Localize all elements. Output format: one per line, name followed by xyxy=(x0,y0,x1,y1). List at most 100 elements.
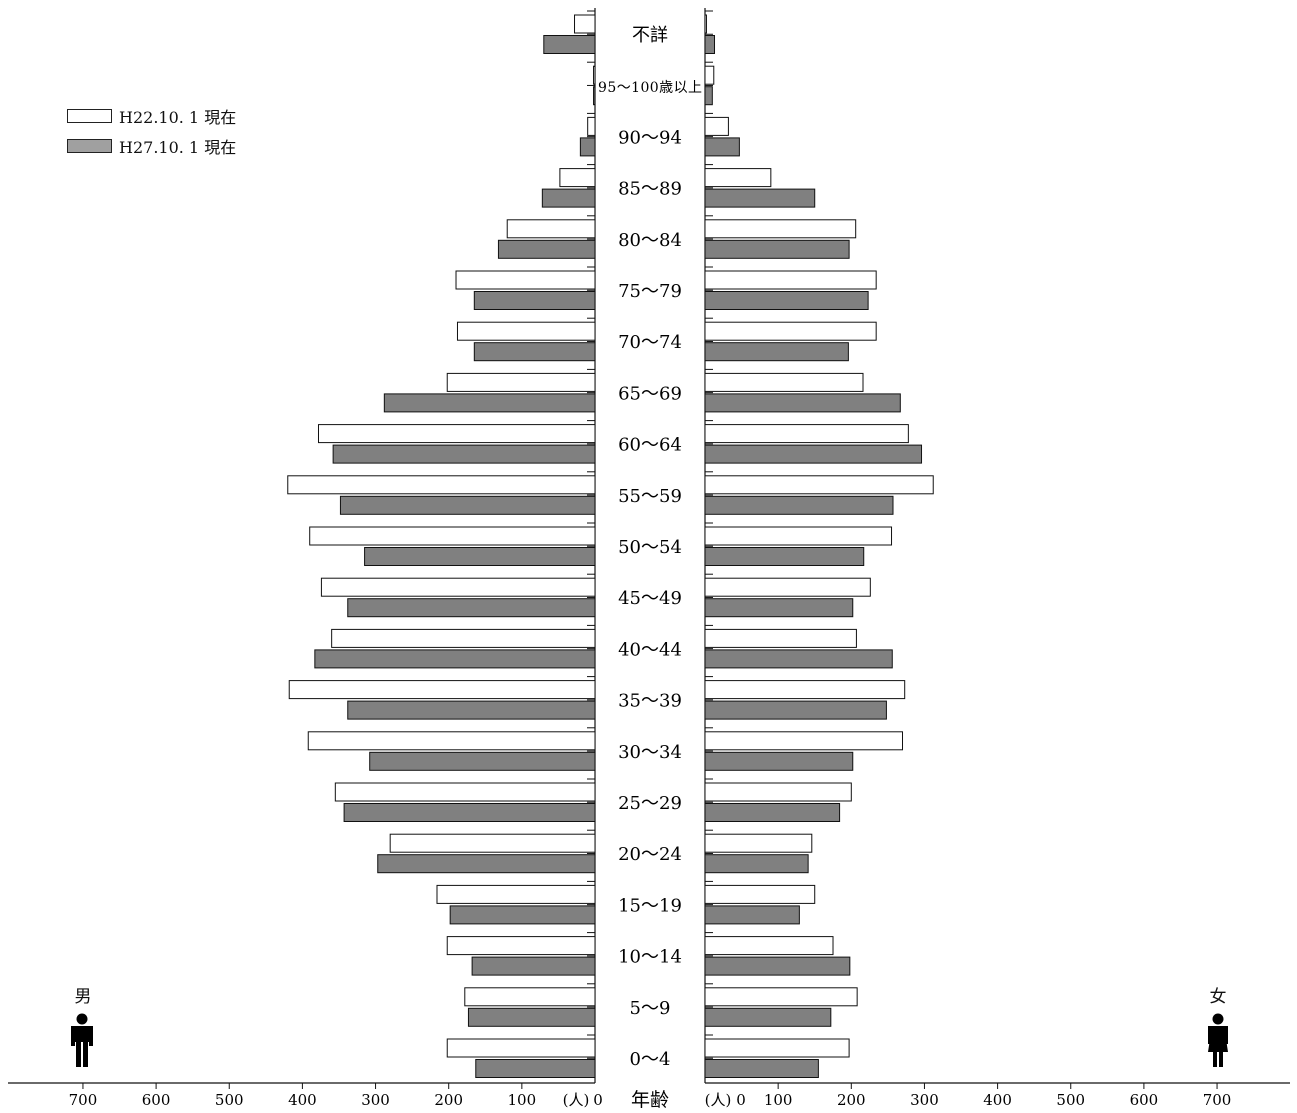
bar-female xyxy=(704,1038,850,1058)
age-group-label: 0～4 xyxy=(630,1049,671,1070)
bar-female xyxy=(704,495,894,515)
bar-male xyxy=(467,1007,596,1027)
legend-item-h27: H27.10. 1 現在 xyxy=(67,135,236,157)
bar-female xyxy=(704,291,869,310)
bar-male xyxy=(464,987,596,1007)
bar-male xyxy=(317,424,596,444)
bar-male xyxy=(347,700,596,720)
x-tick-label-right: 0 xyxy=(736,1091,746,1109)
bar-male xyxy=(364,547,596,566)
bar-female xyxy=(704,833,813,853)
x-tick-label-left: 700 xyxy=(69,1091,98,1109)
bar-female xyxy=(704,168,772,188)
bar-female xyxy=(704,598,854,618)
female-person-icon xyxy=(1208,1013,1228,1067)
bar-female xyxy=(704,116,729,136)
legend-swatch-h22 xyxy=(67,109,112,123)
unit-label-left: (人) xyxy=(563,1091,590,1109)
bar-male xyxy=(436,884,596,904)
x-tick-label-right: 500 xyxy=(1056,1091,1085,1109)
bar-male xyxy=(506,219,596,239)
age-group-label: 70～74 xyxy=(618,332,682,353)
bar-male xyxy=(449,905,596,925)
bar-female xyxy=(704,700,887,720)
bar-female xyxy=(704,270,877,290)
legend-swatch-h27 xyxy=(67,139,112,153)
bar-male xyxy=(377,854,596,874)
bar-male xyxy=(287,475,596,495)
bar-male xyxy=(475,1059,596,1078)
bar-male xyxy=(446,936,596,956)
age-axis-title: 年齢 xyxy=(631,1089,669,1111)
bar-male xyxy=(339,495,596,515)
x-tick-label-right: 600 xyxy=(1130,1091,1159,1109)
age-group-label: 55～59 xyxy=(618,486,682,507)
bar-male xyxy=(541,188,596,208)
x-tick-label-left: 100 xyxy=(508,1091,537,1109)
x-tick-label-left: 600 xyxy=(142,1091,171,1109)
bar-female xyxy=(704,803,841,822)
bar-male xyxy=(389,833,596,853)
bar-male xyxy=(587,116,596,136)
bar-male xyxy=(369,751,596,771)
bar-female xyxy=(704,239,850,259)
male-person-icon xyxy=(71,1013,93,1067)
age-group-label: 40～44 xyxy=(618,639,682,660)
age-group-label: 30～34 xyxy=(618,742,682,763)
bar-female xyxy=(704,905,800,925)
x-tick-label-left: 0 xyxy=(593,1091,603,1109)
x-tick-label-right: 200 xyxy=(837,1091,866,1109)
bar-male xyxy=(593,65,596,85)
bar-male xyxy=(574,14,596,34)
age-group-label: 85～89 xyxy=(618,179,682,200)
x-tick-label-left: 400 xyxy=(288,1091,317,1109)
age-group-label: 35～39 xyxy=(618,691,682,712)
bar-male xyxy=(331,628,596,648)
bar-male xyxy=(332,444,596,464)
bar-female xyxy=(704,987,858,1007)
bar-female xyxy=(704,219,857,239)
age-group-label: 45～49 xyxy=(618,588,682,609)
bar-male xyxy=(446,372,596,392)
bar-female xyxy=(704,731,904,751)
x-tick-label-left: 200 xyxy=(434,1091,463,1109)
x-tick-label-right: 300 xyxy=(910,1091,939,1109)
age-group-label: 65～69 xyxy=(618,383,682,404)
age-group-label: 90～94 xyxy=(618,127,682,148)
age-group-label: 15～19 xyxy=(618,895,682,916)
age-group-label: 50～54 xyxy=(618,537,682,558)
bar-female xyxy=(704,751,854,771)
bar-male xyxy=(320,577,596,597)
legend-label-h27: H27.10. 1 現在 xyxy=(119,138,237,157)
age-group-label: 60～64 xyxy=(618,435,682,456)
bar-female xyxy=(704,188,816,208)
age-group-label: 5～9 xyxy=(630,998,671,1019)
legend: H22.10. 1 現在 H27.10. 1 現在 xyxy=(67,105,236,165)
bar-male xyxy=(309,526,596,546)
bar-male xyxy=(456,321,596,341)
bar-male xyxy=(314,649,596,669)
bar-female xyxy=(704,577,871,597)
bar-male xyxy=(455,270,596,290)
bar-male xyxy=(473,342,596,362)
bar-female xyxy=(704,956,851,976)
bar-female xyxy=(704,342,849,362)
legend-label-h22: H22.10. 1 現在 xyxy=(119,108,237,127)
bar-female xyxy=(704,14,707,34)
bar-female xyxy=(704,86,713,106)
bar-female xyxy=(704,137,740,157)
male-label: 男 xyxy=(74,987,92,1007)
bar-male xyxy=(334,782,596,802)
bar-female xyxy=(704,393,901,413)
bar-female xyxy=(704,321,877,341)
bar-male xyxy=(543,35,596,54)
bar-female xyxy=(704,424,909,444)
x-tick-label-right: 400 xyxy=(983,1091,1012,1109)
age-group-label: 10～14 xyxy=(618,947,682,968)
bar-female xyxy=(704,475,934,495)
bar-male xyxy=(347,598,596,618)
age-group-label: 20～24 xyxy=(618,844,682,865)
bar-female xyxy=(704,547,865,566)
bar-female xyxy=(704,628,857,648)
